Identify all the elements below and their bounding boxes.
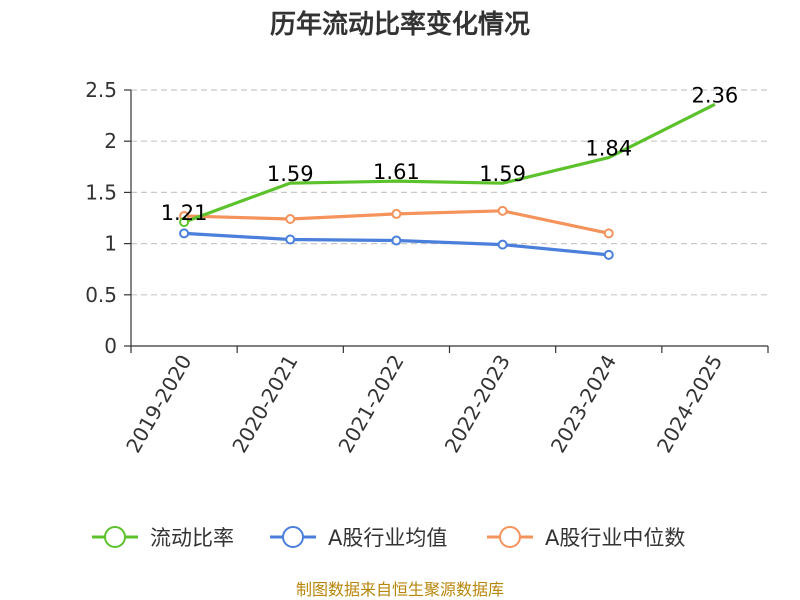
y-tick-label: 1 (104, 232, 117, 256)
legend: 流动比率 A股行业均值 A股行业中位数 (92, 526, 685, 550)
y-tick-label: 0.5 (85, 283, 117, 307)
legend-swatch-marker (104, 526, 126, 548)
data-point (497, 205, 508, 216)
y-tick-label: 2 (104, 129, 117, 153)
series-layer (179, 102, 716, 260)
grid-layer (131, 89, 768, 296)
data-point (603, 249, 614, 260)
data-point (285, 214, 296, 225)
axis-layer: 0 0.5 1 1.5 2 2.5 2019-2020 2020-2021 2021-2022 2… (85, 78, 769, 457)
source-note: 制图数据来自恒生聚源数据库 (296, 580, 504, 599)
data-label: 1.59 (479, 162, 526, 186)
series-line (183, 102, 716, 224)
data-point (603, 228, 614, 239)
legend-item: 流动比率 (92, 526, 234, 550)
chart-title: 历年流动比率变化情况 (270, 9, 530, 40)
legend-item: A股行业中位数 (487, 526, 685, 550)
y-tick-label: 1.5 (85, 180, 117, 204)
legend-label: A股行业均值 (328, 526, 447, 550)
data-label-layer: 1.21 1.59 1.61 1.59 1.84 2.36 (161, 83, 739, 225)
x-tick-label: 2022-2023 (440, 351, 515, 457)
data-point (497, 239, 508, 250)
data-label: 1.59 (267, 162, 314, 186)
x-tick-label: 2023-2024 (546, 351, 621, 457)
x-tick-label: 2024-2025 (652, 351, 727, 457)
data-label: 1.21 (161, 201, 208, 225)
y-tick-label: 2.5 (85, 78, 117, 102)
data-point (285, 234, 296, 245)
legend-swatch-marker (499, 526, 521, 548)
y-tick-label: 0 (104, 334, 117, 358)
data-label: 2.36 (692, 83, 739, 107)
legend-item: A股行业均值 (270, 526, 447, 550)
data-point (391, 235, 402, 246)
x-tick-label: 2019-2020 (121, 351, 196, 457)
series-0 (179, 102, 716, 228)
data-point (179, 217, 190, 228)
x-tick-label: 2021-2022 (333, 350, 408, 456)
series-1 (179, 228, 614, 260)
legend-swatch-marker (282, 526, 304, 548)
data-label: 1.61 (373, 160, 420, 184)
series-2 (179, 205, 614, 239)
legend-label: 流动比率 (150, 526, 234, 550)
x-tick-label: 2020-2021 (227, 351, 302, 457)
data-label: 1.84 (585, 137, 632, 161)
legend-label: A股行业中位数 (545, 526, 685, 550)
data-point (391, 208, 402, 219)
data-point (179, 228, 190, 239)
